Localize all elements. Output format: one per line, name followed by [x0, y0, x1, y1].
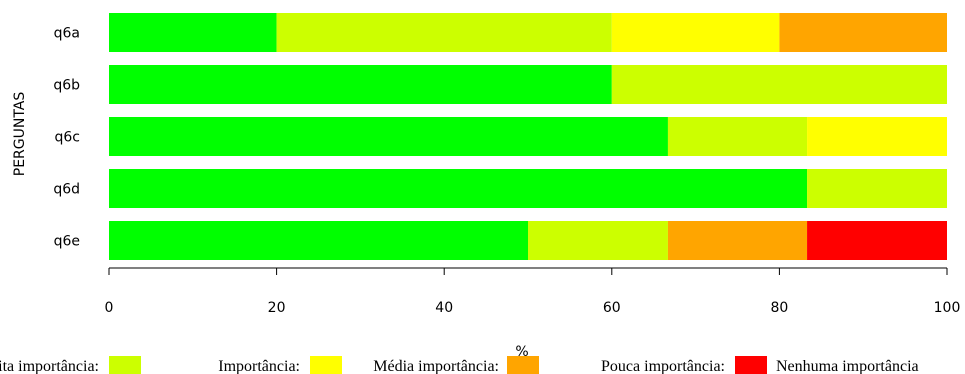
legend-label-2: Importância: — [218, 358, 300, 374]
y-tick-label-q6b: q6b — [53, 78, 80, 94]
bar-q6c-series-1 — [109, 117, 668, 156]
legend: Muita importância: Importância: Média impo… — [0, 356, 919, 374]
bar-q6c-series-2 — [668, 117, 807, 156]
legend-swatch-2 — [109, 356, 141, 374]
bars-layer — [109, 13, 947, 260]
bar-q6a-series-4 — [779, 13, 947, 52]
legend-swatch-3 — [310, 356, 342, 374]
x-tick-label-0: 0 — [105, 300, 114, 316]
legend-label-4: Pouca importância: — [601, 358, 725, 374]
bar-q6e-series-2 — [528, 221, 668, 260]
bar-q6c-series-3 — [807, 117, 947, 156]
bar-q6e-series-4 — [668, 221, 807, 260]
y-tick-label-q6c: q6c — [55, 130, 81, 146]
bar-q6d-series-1 — [109, 169, 807, 208]
y-tick-labels: q6a q6b q6c q6d q6e — [53, 26, 80, 250]
legend-swatch-4 — [507, 356, 539, 374]
x-tick-label-100: 100 — [934, 300, 961, 316]
bar-q6e-series-1 — [109, 221, 528, 260]
bar-q6d-series-2 — [807, 169, 947, 208]
legend-label-5: Nenhuma importância — [776, 358, 919, 374]
x-tick-label-20: 20 — [268, 300, 286, 316]
y-tick-label-q6d: q6d — [53, 182, 80, 198]
x-axis: 0 20 40 60 80 100 — [105, 268, 961, 316]
x-tick-label-40: 40 — [435, 300, 453, 316]
bar-q6b-series-1 — [109, 65, 612, 104]
y-tick-label-q6e: q6e — [54, 234, 80, 250]
legend-swatch-5 — [735, 356, 767, 374]
bar-q6b-series-2 — [612, 65, 947, 104]
x-tick-label-60: 60 — [603, 300, 621, 316]
bar-q6a-series-3 — [612, 13, 780, 52]
legend-label-1: Muita importância: — [0, 358, 99, 374]
bar-q6a-series-1 — [109, 13, 277, 52]
legend-label-3: Média importância: — [373, 358, 499, 374]
x-tick-label-80: 80 — [770, 300, 788, 316]
bar-q6a-series-2 — [277, 13, 612, 52]
y-axis-title: PERGUNTAS — [12, 92, 28, 177]
y-tick-label-q6a: q6a — [54, 26, 80, 42]
bar-q6e-series-5 — [807, 221, 947, 260]
